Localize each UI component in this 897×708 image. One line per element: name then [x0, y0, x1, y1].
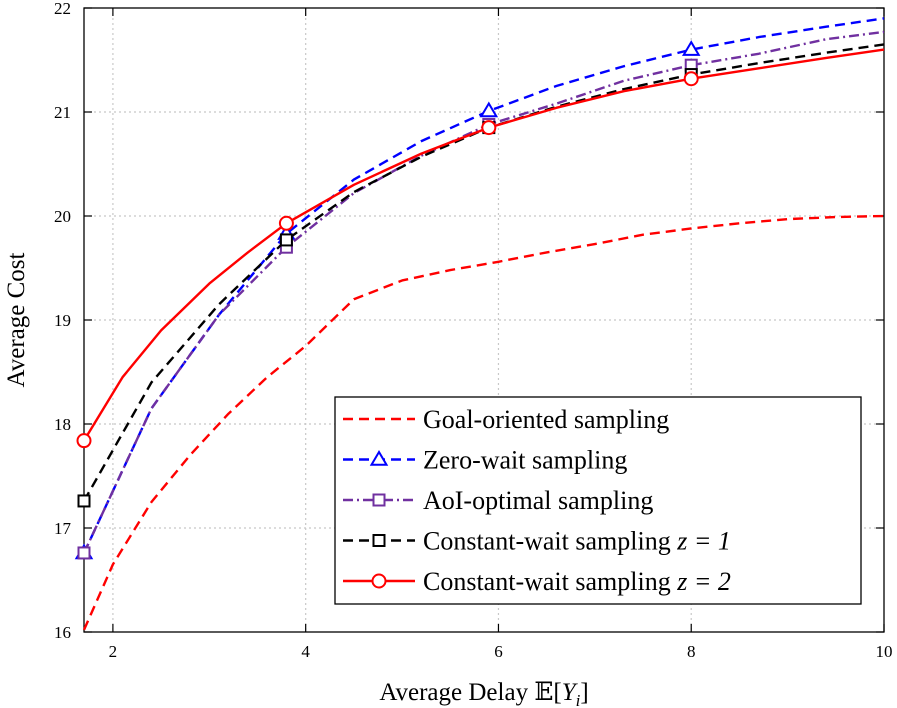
legend-item-5: Constant-wait sampling z = 2: [343, 567, 731, 596]
legend-marker-sample: [372, 493, 386, 507]
legend-marker-sample: [369, 450, 389, 466]
series-1: [82, 214, 885, 631]
y-axis-label: Average Cost: [3, 252, 30, 387]
data-point-marker: [479, 101, 499, 118]
x-axis-label-expectation: 𝔼: [534, 679, 553, 706]
y-tick-label: 18: [54, 415, 71, 434]
x-tick-label: 6: [494, 642, 503, 661]
y-tick-label: 19: [54, 311, 71, 330]
legend-label: Zero-wait sampling: [423, 446, 627, 475]
data-point-marker: [683, 71, 699, 87]
series-5: [76, 48, 885, 449]
x-axis-label-prefix: Average Delay: [379, 679, 534, 706]
data-point-marker: [278, 215, 294, 231]
legend-label: Goal-oriented sampling: [423, 405, 669, 434]
legend-marker-sample: [371, 573, 387, 589]
x-axis-label-subscript: i: [576, 691, 581, 708]
y-tick-label: 17: [54, 519, 72, 538]
legend-marker-sample: [372, 534, 386, 547]
x-tick-label: 10: [876, 642, 893, 661]
x-tick-label: 2: [109, 642, 118, 661]
series-line: [82, 48, 885, 442]
legend-item-1: Goal-oriented sampling: [343, 405, 669, 434]
data-point-marker: [76, 433, 92, 449]
y-tick-label: 20: [54, 207, 71, 226]
data-point-marker: [481, 120, 497, 136]
x-tick-label: 8: [687, 642, 696, 661]
axis-layer: 2 4 6 8 10 16 17 18 19 20 21 22: [54, 0, 893, 661]
legend-label: Constant-wait sampling z = 2: [423, 567, 731, 596]
x-tick-label: 4: [301, 642, 310, 661]
y-tick-label: 22: [54, 0, 71, 18]
legend-item-2: Zero-wait sampling: [343, 446, 627, 475]
data-point-marker: [681, 40, 701, 56]
legend-item-4: Constant-wait sampling z = 1: [343, 527, 731, 556]
series-layer: [74, 17, 885, 631]
x-axis-label-close-bracket: ]: [580, 679, 588, 706]
legend-label: Constant-wait sampling z = 1: [423, 527, 731, 556]
x-axis-label-open-bracket: [: [553, 679, 561, 706]
legend-box: [334, 396, 862, 605]
legend: Goal-oriented sampling Zero-wait sampling…: [334, 396, 862, 605]
x-axis-label-variable: Y: [562, 679, 579, 706]
data-point-marker: [77, 494, 91, 508]
series-line: [82, 214, 885, 631]
data-point-marker: [279, 233, 293, 247]
y-tick-label: 21: [54, 103, 71, 122]
x-axis-label: Average Delay 𝔼[Yi]: [379, 679, 588, 708]
y-tick-label: 16: [54, 623, 71, 642]
data-point-marker: [77, 546, 91, 560]
legend-label: AoI-optimal sampling: [423, 486, 653, 515]
legend-item-3: AoI-optimal sampling: [343, 486, 653, 515]
